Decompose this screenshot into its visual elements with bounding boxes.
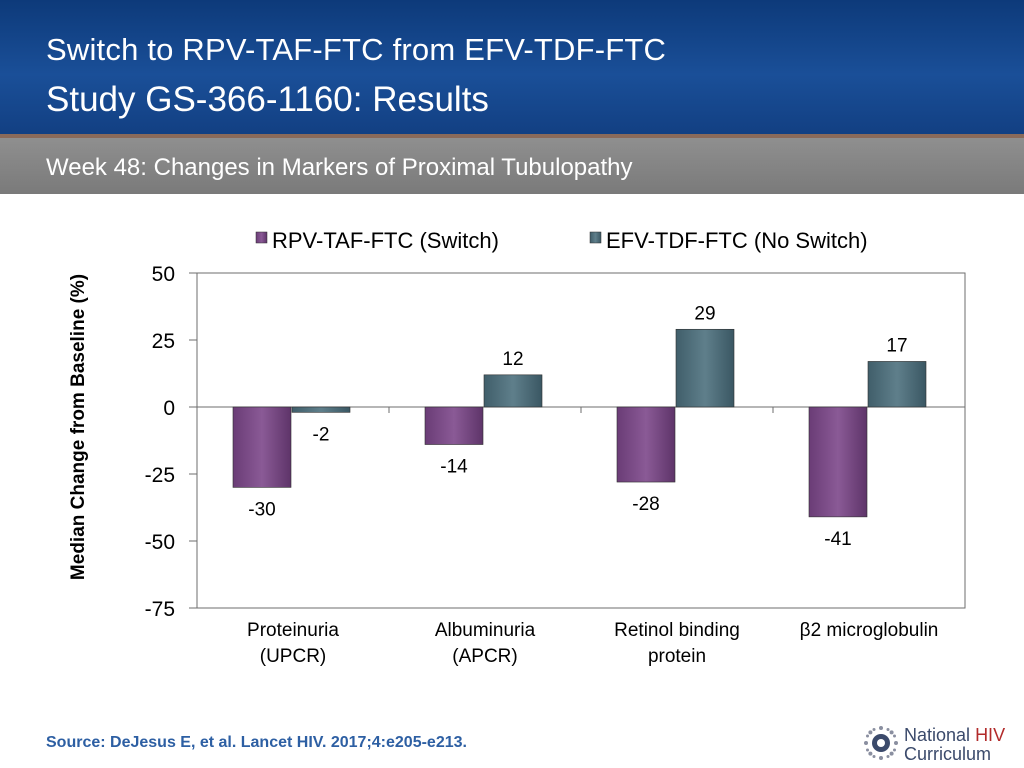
bar-series-2	[483, 374, 543, 408]
bar-series-1	[232, 406, 292, 488]
bar-chart: 50 25 0 -25 -50 -75 -30 -2 Proteinuria (UPCR) -14…	[68, 228, 966, 667]
legend-swatch-series-1	[255, 231, 268, 244]
x-category-label: Albuminuria	[435, 620, 536, 641]
bar-series-2	[291, 406, 351, 413]
x-category-label: (UPCR)	[260, 646, 327, 667]
y-axis-title: Median Change from Baseline (%)	[68, 274, 89, 580]
data-label: -2	[313, 424, 330, 445]
title-line-1: Switch to RPV-TAF-FTC from EFV-TDF-FTC	[46, 32, 667, 67]
header-divider	[0, 134, 1024, 138]
x-category-label: (APCR)	[452, 646, 517, 667]
legend-label-series-1: RPV-TAF-FTC (Switch)	[272, 228, 499, 253]
bar-series-2	[867, 361, 927, 408]
source-citation: Source: DeJesus E, et al. Lancet HIV. 20…	[46, 734, 467, 751]
national-hiv-curriculum-logo: National HIV Curriculum	[862, 722, 1022, 766]
legend-swatch-series-2	[589, 231, 602, 244]
y-tick-label: 0	[163, 397, 175, 420]
y-tick-label: -75	[145, 598, 175, 621]
y-tick-label: -25	[145, 464, 175, 487]
x-category-label: β2 microglobulin	[800, 620, 939, 641]
logo-word-curriculum: Curriculum	[904, 744, 992, 764]
y-tick-label: 25	[152, 330, 175, 353]
bar-series-2	[675, 328, 735, 408]
data-label: -30	[248, 499, 275, 520]
header-band	[0, 0, 1024, 136]
title-line-2: Study GS-366-1160: Results	[46, 80, 489, 119]
legend-label-series-2: EFV-TDF-FTC (No Switch)	[606, 228, 868, 253]
data-label: -14	[440, 457, 468, 478]
subtitle: Week 48: Changes in Markers of Proximal …	[46, 154, 633, 181]
x-category-label: Retinol binding	[614, 620, 740, 641]
subtitle-band	[0, 138, 1024, 194]
data-label: 17	[886, 335, 907, 356]
bar-series-1	[616, 406, 676, 483]
bar-series-1	[808, 406, 868, 518]
y-tick-label: 50	[152, 263, 175, 286]
x-category-label: Proteinuria	[247, 620, 339, 641]
data-label: 29	[694, 303, 715, 324]
logo-word-national: National	[904, 725, 971, 745]
logo-icon	[864, 726, 898, 760]
x-category-label: protein	[648, 646, 706, 667]
data-label: -41	[824, 529, 851, 550]
data-label: -28	[632, 494, 659, 515]
y-tick-label: -50	[145, 531, 175, 554]
logo-word-hiv: HIV	[975, 725, 1006, 745]
data-label: 12	[502, 349, 523, 370]
bar-series-1	[424, 406, 484, 445]
